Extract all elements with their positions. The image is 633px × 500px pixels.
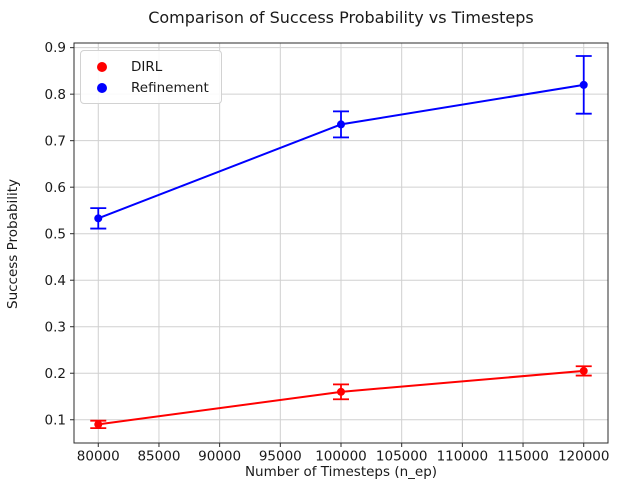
- x-tick-label: 90000: [198, 449, 241, 465]
- x-tick-label: 95000: [259, 449, 302, 465]
- data-point-refinement: [579, 80, 588, 89]
- x-tick-label: 100000: [315, 449, 367, 465]
- chart-title: Comparison of Success Probability vs Tim…: [148, 8, 534, 27]
- x-tick-label: 85000: [137, 449, 180, 465]
- legend-marker-dot: [97, 61, 107, 72]
- legend: DIRL Refinement: [80, 50, 222, 104]
- y-tick-label: 0.2: [45, 366, 66, 382]
- x-axis-label: Number of Timesteps (n_ep): [244, 464, 438, 480]
- legend-item-refinement: Refinement: [97, 77, 221, 98]
- x-tick-label: 105000: [376, 449, 428, 465]
- y-tick-label: 0.9: [45, 40, 66, 56]
- x-tick-label: 80000: [77, 449, 120, 465]
- y-tick-label: 0.5: [45, 226, 66, 242]
- data-point-refinement: [94, 214, 103, 223]
- data-point-dirl: [94, 420, 103, 429]
- data-point-dirl: [337, 387, 345, 396]
- legend-label: DIRL: [131, 58, 163, 75]
- x-tick-label: 120000: [558, 449, 610, 465]
- y-tick-label: 0.6: [45, 180, 66, 196]
- y-tick-label: 0.7: [45, 133, 66, 149]
- legend-label: Refinement: [131, 79, 209, 96]
- x-tick-label: 115000: [497, 449, 549, 465]
- y-tick-label: 0.8: [45, 87, 66, 103]
- legend-item-dirl: DIRL: [97, 56, 221, 77]
- y-tick-label: 0.3: [45, 319, 66, 335]
- x-tick-label: 110000: [437, 449, 489, 465]
- legend-marker-dot: [97, 82, 107, 93]
- y-tick-label: 0.1: [45, 412, 66, 428]
- data-point-refinement: [337, 120, 345, 129]
- y-tick-label: 0.4: [45, 273, 66, 289]
- data-point-dirl: [579, 366, 588, 375]
